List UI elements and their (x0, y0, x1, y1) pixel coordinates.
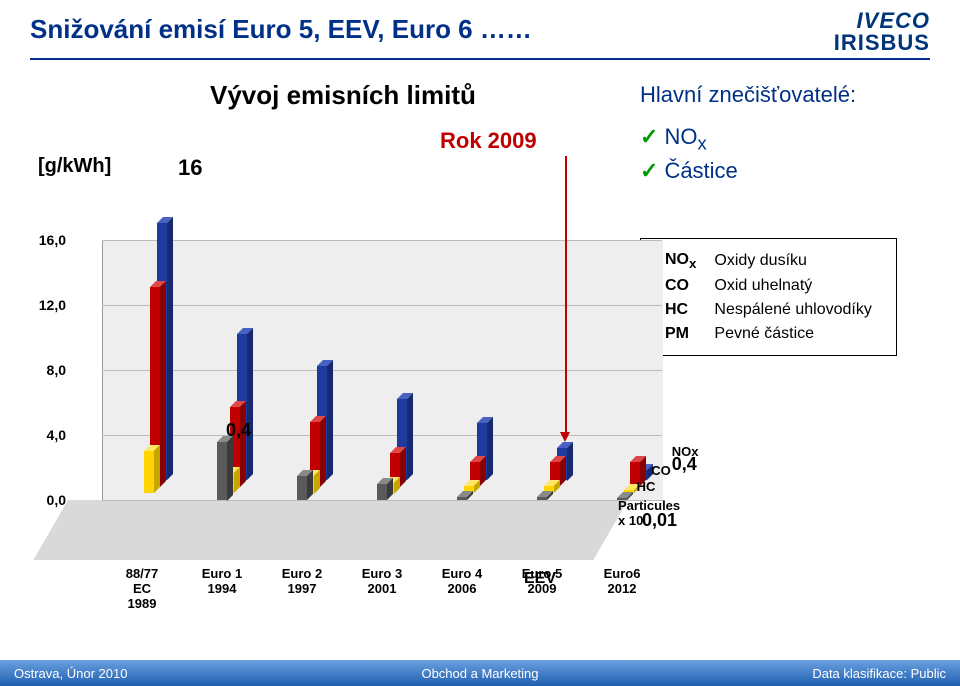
x-tick-label: Euro 4 2006 (442, 566, 482, 596)
eev-label: EEV (524, 570, 556, 588)
y-tick-label: 16,0 (39, 232, 66, 248)
check-sub: x (697, 132, 706, 153)
logo-line1: IVECO (834, 10, 930, 32)
y-tick-label: 8,0 (47, 362, 66, 378)
rok-2009-label: Rok 2009 (440, 128, 537, 154)
check-nox: ✓NOx (640, 124, 707, 154)
check-icon: ✓ (640, 124, 658, 149)
data-label: 0,4 (226, 420, 251, 441)
series-label: CO (651, 463, 671, 478)
legend-box: NOxOxidy dusíku COOxid uhelnatý HCNespál… (640, 238, 897, 356)
chart-floor (33, 500, 628, 560)
gridline (102, 370, 662, 371)
bar (537, 497, 547, 500)
y-tick-label: 4,0 (47, 427, 66, 443)
pollutants-heading: Hlavní znečišťovatelé: (640, 82, 856, 108)
x-tick-label: Euro 1 1994 (202, 566, 242, 596)
footer-bar: Ostrava, Únor 2010 Obchod a Marketing Da… (0, 660, 960, 686)
x-tick-label: Euro 3 2001 (362, 566, 402, 596)
x-tick-label: Euro6 2012 (604, 566, 641, 596)
rok-arrow-head (560, 432, 570, 442)
check-icon: ✓ (640, 158, 658, 183)
bar (144, 451, 154, 493)
x-tick-label: 88/77 EC 1989 (126, 566, 159, 611)
x-tick-label: Euro 2 1997 (282, 566, 322, 596)
legend-table: NOxOxidy dusíku COOxid uhelnatý HCNespál… (655, 247, 882, 347)
brand-logo: IVECO IRISBUS (834, 10, 930, 54)
check-label: Částice (664, 158, 737, 183)
bar (217, 442, 227, 501)
series-label: Particules x 10 (618, 498, 680, 528)
footer-right: Data klasifikace: Public (812, 666, 946, 681)
gridline (102, 240, 662, 241)
bar-value-big: 16 (178, 155, 202, 181)
gridline (102, 305, 662, 306)
bar (457, 497, 467, 500)
page-title: Snižování emisí Euro 5, EEV, Euro 6 …… (30, 14, 532, 45)
logo-line2: IRISBUS (834, 32, 930, 54)
check-castice: ✓Částice (640, 158, 738, 184)
y-axis-unit: [g/kWh] (38, 155, 111, 178)
footer-left: Ostrava, Únor 2010 (14, 666, 127, 681)
y-tick-label: 12,0 (39, 297, 66, 313)
y-tick-label: 0,0 (47, 492, 66, 508)
gridline (102, 500, 662, 501)
rok-arrow-line (565, 156, 567, 432)
series-label: HC (637, 479, 656, 494)
y-axis-labels: 0,04,08,012,016,0 (38, 240, 68, 500)
bar (297, 476, 307, 500)
gridline (102, 435, 662, 436)
check-label: NO (664, 124, 697, 149)
series-label: NOx (672, 444, 699, 459)
emission-chart: 0,04,08,012,016,0 88/77 EC 1989Euro 1 19… (38, 240, 628, 560)
bar (377, 484, 387, 500)
chart-title: Vývoj emisních limitů (210, 80, 476, 111)
title-rule (30, 58, 930, 60)
